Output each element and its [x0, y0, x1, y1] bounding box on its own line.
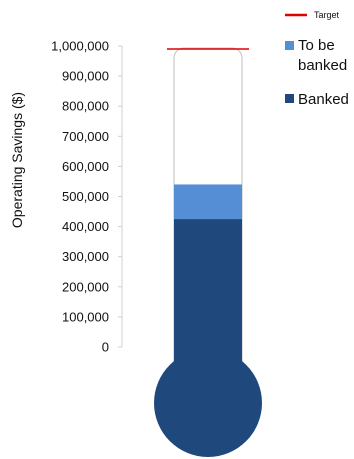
- legend-to-be-banked-line1: To be: [298, 37, 335, 54]
- y-ticks: 0 100,000 200,000 300,000 400,000 500,000 600,…: [51, 39, 122, 355]
- y-tick-label: 100,000: [62, 309, 109, 324]
- legend-banked-label: Banked: [298, 91, 349, 108]
- y-tick-label: 400,000: [62, 219, 109, 234]
- y-tick-label: 1,000,000: [51, 39, 109, 54]
- bar-to-be-banked: [174, 184, 242, 220]
- y-axis: 0 100,000 200,000 300,000 400,000 500,000 600,…: [51, 39, 123, 355]
- legend-target-label: Target: [314, 10, 340, 20]
- legend-banked-swatch: [285, 94, 294, 103]
- y-tick-label: 500,000: [62, 189, 109, 204]
- y-tick-label: 300,000: [62, 249, 109, 264]
- legend-to-be-banked-swatch: [285, 41, 294, 50]
- y-tick-label: 800,000: [62, 99, 109, 114]
- y-tick-label: 200,000: [62, 279, 109, 294]
- thermometer: [154, 47, 262, 457]
- thermometer-bulb: [154, 349, 262, 457]
- legend-to-be-banked-label: To be banked: [298, 37, 347, 74]
- legend-to-be-banked-line2: banked: [298, 57, 347, 74]
- legend: Target To be banked Banked: [285, 10, 349, 108]
- y-tick-label: 900,000: [62, 69, 109, 84]
- y-tick-label: 700,000: [62, 129, 109, 144]
- y-axis-label: Operating Savings ($): [9, 92, 25, 228]
- y-tick-label: 0: [102, 340, 109, 355]
- y-tick-label: 600,000: [62, 159, 109, 174]
